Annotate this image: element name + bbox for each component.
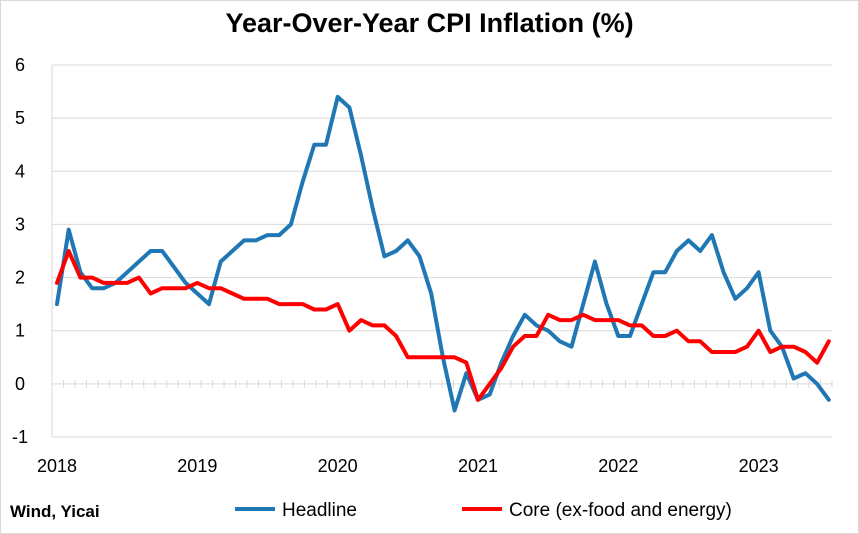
- y-tick-label: 2: [15, 268, 25, 288]
- series-lines: [55, 94, 831, 413]
- y-tick-label: 6: [15, 55, 25, 75]
- y-tick-label: 1: [15, 321, 25, 341]
- y-tick-label: -1: [12, 427, 28, 447]
- x-tick-label: 2022: [598, 456, 638, 476]
- source-note: Wind, Yicai: [10, 502, 100, 521]
- chart-title: Year-Over-Year CPI Inflation (%): [225, 8, 634, 38]
- x-tick-label: 2020: [318, 456, 358, 476]
- x-axis-ticks: 2018 2019 2020 2021 2022 2023: [37, 456, 779, 476]
- series-line-core: [55, 249, 831, 402]
- y-tick-label: 5: [15, 108, 25, 128]
- y-tick-label: 3: [15, 214, 25, 234]
- series-line-headline: [55, 94, 831, 413]
- x-tick-label: 2019: [177, 456, 217, 476]
- legend: Headline Core (ex-food and energy): [235, 500, 732, 521]
- y-axis-ticks: -1 0 1 2 3 4 5 6: [12, 55, 28, 447]
- legend-label-headline: Headline: [282, 500, 357, 521]
- y-tick-label: 4: [15, 161, 25, 181]
- x-tick-label: 2018: [37, 456, 77, 476]
- gridlines: [51, 64, 832, 438]
- x-axis: [51, 379, 833, 388]
- x-tick-label: 2023: [739, 456, 779, 476]
- x-tick-label: 2021: [458, 456, 498, 476]
- y-tick-label: 0: [15, 374, 25, 394]
- legend-label-core: Core (ex-food and energy): [509, 500, 732, 521]
